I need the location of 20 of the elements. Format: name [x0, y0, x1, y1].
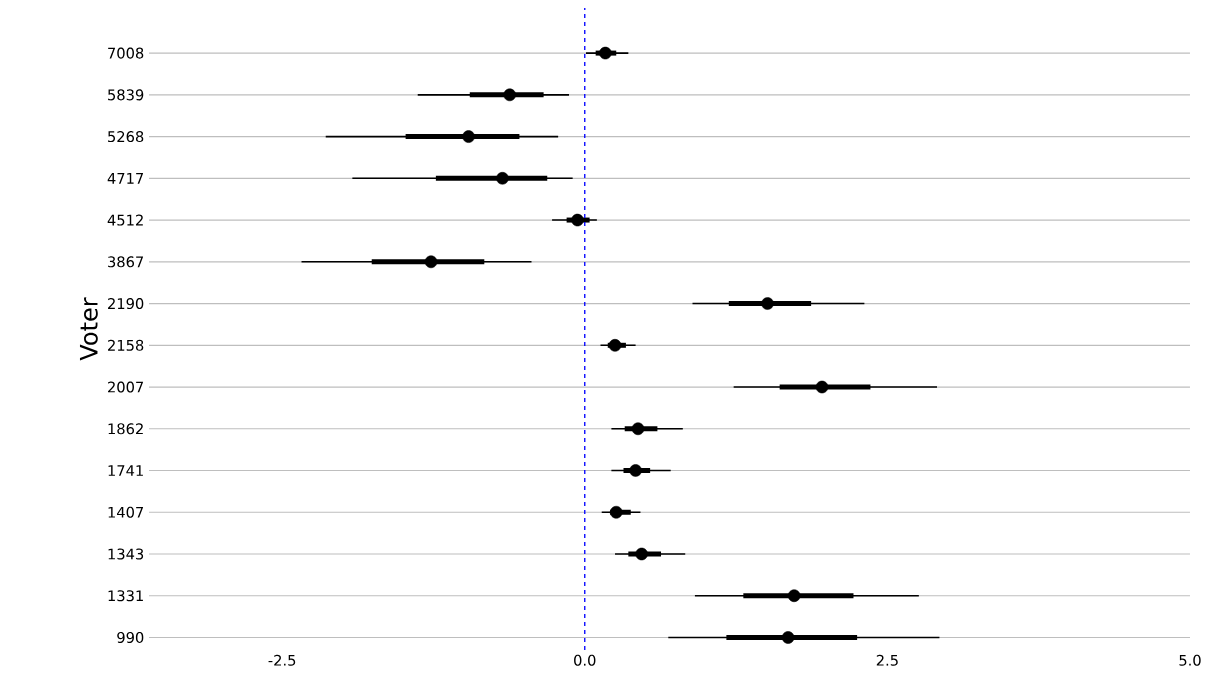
- y-tick-label: 990: [117, 631, 144, 644]
- y-tick-label: 4512: [107, 214, 143, 226]
- x-tick-label: 0.0: [574, 654, 596, 666]
- x-tick-label: -2.5: [268, 654, 296, 666]
- y-tick-label: 3867: [108, 256, 144, 268]
- y-tick-label: 2190: [108, 298, 144, 310]
- y-tick-label: 1862: [108, 423, 143, 435]
- y-axis-title: Voter: [79, 297, 98, 361]
- x-tick-label: 5.0: [1179, 654, 1201, 666]
- y-tick-label: 1407: [108, 506, 144, 518]
- y-tick-label: 7008: [108, 47, 144, 59]
- x-tick-label: 2.5: [876, 654, 898, 666]
- y-tick-label: 5839: [108, 89, 144, 101]
- y-tick-label: 1741: [108, 465, 143, 476]
- y-tick-label: 1343: [108, 548, 144, 560]
- y-tick-label: 4717: [107, 172, 144, 184]
- y-tick-label: 1331: [108, 590, 143, 602]
- y-tick-label: 5268: [108, 131, 144, 143]
- y-tick-label: 2007: [108, 381, 144, 393]
- y-tick-label: 2158: [108, 339, 144, 351]
